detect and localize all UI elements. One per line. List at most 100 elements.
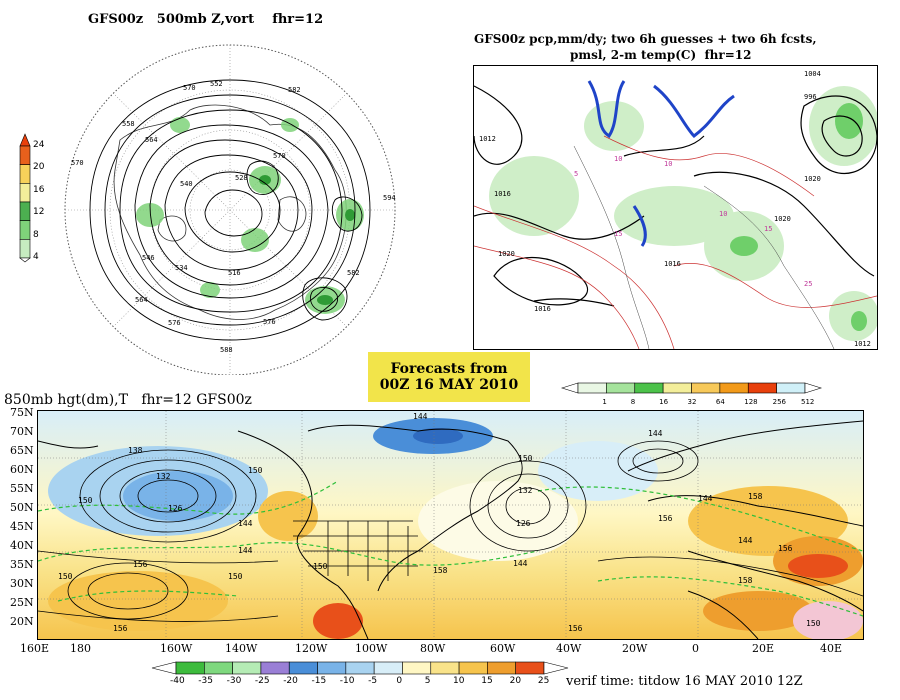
- panel850-title: 850mb hgt(dm),T fhr=12 GFS00z: [4, 392, 252, 408]
- isobar-label: 1020: [774, 215, 791, 223]
- height-label: 150: [58, 572, 73, 581]
- contour-label: 564: [145, 136, 158, 144]
- contour-label: 516: [228, 269, 241, 277]
- colorbar-label: 4: [33, 252, 39, 262]
- isobar-label: 1016: [534, 305, 551, 313]
- height-label: 150: [313, 562, 328, 571]
- temp-contours: [474, 135, 877, 349]
- longitude-label: 0: [692, 642, 699, 655]
- height-label: 144: [238, 546, 253, 555]
- height-label: 132: [518, 486, 533, 495]
- colorbar-label: -15: [311, 676, 327, 686]
- temp-colorbar: [151, 661, 569, 675]
- colorbar-swatch: [776, 382, 806, 394]
- colorbar-swatch: [487, 661, 516, 675]
- contour-label: 534: [175, 264, 188, 272]
- temp-label: 5: [574, 170, 578, 178]
- colorbar-label: 24: [33, 140, 45, 150]
- latitude-label: 60N: [10, 463, 34, 476]
- height-label: 150: [806, 619, 821, 628]
- longitude-label: 140W: [225, 642, 258, 655]
- colorbar-swatch: [691, 382, 721, 394]
- colorbar-swatch: [19, 239, 31, 259]
- latitude-label: 30N: [10, 577, 34, 590]
- contour-label: 552: [210, 80, 223, 88]
- temp-label: 15: [764, 225, 772, 233]
- qpf-labels: 1012 1016 1020 1016 1004 996 1020 1020 1…: [479, 70, 871, 348]
- qpf-map: 1012 1016 1020 1016 1004 996 1020 1020 1…: [473, 65, 878, 350]
- colorbar-swatch: [288, 661, 318, 675]
- colorbar-swatch: [19, 164, 31, 184]
- longitude-label: 40E: [820, 642, 843, 655]
- contour-label: 582: [347, 269, 360, 277]
- colorbar-swatch: [634, 382, 664, 394]
- height-label: 156: [658, 514, 673, 523]
- height-label: 144: [513, 559, 528, 568]
- colorbar-label: 16: [659, 398, 668, 406]
- height-label: 144: [738, 536, 753, 545]
- isobar-label: 996: [804, 93, 817, 101]
- temp-isotherms: [38, 480, 863, 617]
- colorbar-swatch: [19, 201, 31, 221]
- colorbar-label: -5: [368, 676, 378, 686]
- height-label: 144: [648, 429, 663, 438]
- colorbar-swatch: [606, 382, 636, 394]
- polar-500mb-map: 552 582 570 558 564 570 540 546 534 528 …: [64, 44, 396, 375]
- contour-label: 570: [183, 84, 196, 92]
- freezing-line: [587, 80, 735, 247]
- colorbar-swatch: [747, 382, 777, 394]
- height-labels-850: 144 138 132 126 150 150 156 150 156 150 …: [58, 412, 821, 633]
- contour-label: 564: [135, 296, 148, 304]
- colorbar-label: 256: [773, 398, 787, 406]
- height-label: 156: [778, 544, 793, 553]
- panel500-title: GFS00z 500mb Z,vort fhr=12: [88, 12, 324, 27]
- colorbar-label: 1: [602, 398, 606, 406]
- latitude-label: 75N: [10, 406, 34, 419]
- height-label: 156: [568, 624, 583, 633]
- colorbar-swatch: [345, 661, 375, 675]
- colorbar-swatch: [260, 661, 290, 675]
- height-label: 158: [748, 492, 763, 501]
- latitude-label: 40N: [10, 539, 34, 552]
- height-label: 150: [228, 572, 243, 581]
- colorbar-label: -30: [226, 676, 242, 686]
- longitude-label: 80W: [420, 642, 446, 655]
- height-label: 126: [516, 519, 531, 528]
- forecast-init-box: Forecasts from 00Z 16 MAY 2010: [368, 352, 530, 402]
- latitude-label: 55N: [10, 482, 34, 495]
- latitude-label: 35N: [10, 558, 34, 571]
- contour-label: 570: [71, 159, 84, 167]
- colorbar-label: 512: [801, 398, 814, 406]
- latitude-label: 70N: [10, 425, 34, 438]
- temp-label: 10: [664, 160, 672, 168]
- isobar-label: 1016: [664, 260, 681, 268]
- colorbar-swatch: [19, 145, 31, 165]
- colorbar-label: -40: [170, 676, 185, 686]
- colorbar-label: 8: [631, 398, 635, 406]
- colorbar-swatch: [19, 183, 31, 203]
- colorbar-swatch: [662, 382, 692, 394]
- longitude-label: 160W: [160, 642, 193, 655]
- height-label: 126: [168, 504, 183, 513]
- height-label: 132: [156, 472, 171, 481]
- colorbar-swatch: [458, 661, 488, 675]
- state-borders: [293, 520, 423, 581]
- colorbar-label: 128: [744, 398, 757, 406]
- height-contours: [89, 79, 371, 341]
- temp-label: 15: [614, 230, 622, 238]
- vorticity-shading: [136, 117, 364, 314]
- temp-label: 25: [804, 280, 812, 288]
- isobars: [474, 85, 877, 307]
- longitude-label: 20W: [622, 642, 648, 655]
- colorbar-label: -25: [254, 676, 270, 686]
- map-850mb: 144 138 132 126 150 150 156 150 156 150 …: [37, 410, 864, 640]
- contour-label: 540: [180, 180, 193, 188]
- contour-label: 528: [235, 174, 248, 182]
- contour-label: 594: [383, 194, 396, 202]
- longitude-label: 160E: [20, 642, 50, 655]
- latitude-label: 25N: [10, 596, 34, 609]
- temperature-shading: [48, 418, 863, 639]
- colorbar-label: 10: [453, 676, 465, 686]
- colorbar-swatch: [577, 382, 607, 394]
- colorbar-label: -10: [339, 676, 355, 686]
